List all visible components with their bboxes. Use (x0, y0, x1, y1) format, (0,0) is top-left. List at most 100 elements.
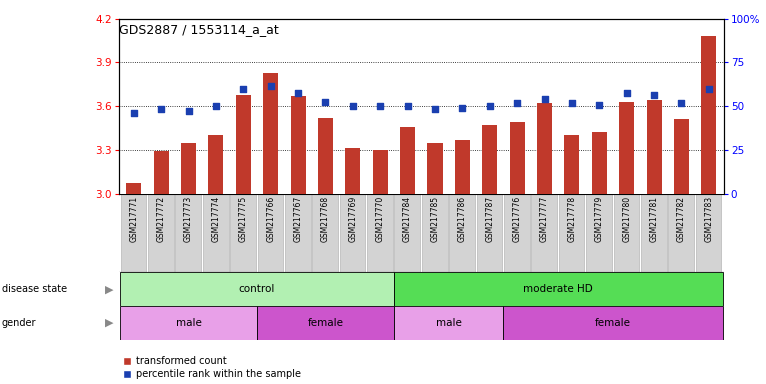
Bar (208, 135, 224, 194)
Text: female: female (595, 318, 631, 328)
Text: GSM217768: GSM217768 (321, 196, 330, 242)
Point (620, 90, 633, 96)
Text: GSM217771: GSM217771 (129, 196, 139, 242)
Text: GSM217779: GSM217779 (594, 196, 604, 242)
Bar (702, 36, 716, 194)
Text: GSM217783: GSM217783 (704, 196, 713, 242)
Bar (400, 127, 415, 194)
Legend: transformed count, percentile rank within the sample: transformed count, percentile rank withi… (123, 356, 301, 379)
Text: GSM217785: GSM217785 (430, 196, 440, 242)
Text: female: female (307, 318, 343, 328)
Text: GSM217778: GSM217778 (568, 196, 576, 242)
Text: gender: gender (2, 318, 36, 328)
Bar (236, 94, 250, 194)
Point (264, 83, 277, 89)
Point (457, 104, 469, 111)
Text: GSM217775: GSM217775 (239, 196, 248, 242)
Bar (394, 272, 722, 306)
Bar (148, 194, 174, 272)
Bar (339, 194, 365, 272)
Text: GDS2887 / 1553114_a_at: GDS2887 / 1553114_a_at (119, 23, 279, 36)
Bar (367, 194, 393, 272)
Bar (126, 183, 141, 194)
Bar (483, 125, 497, 194)
Text: GSM217772: GSM217772 (157, 196, 165, 242)
Bar (394, 306, 503, 340)
Bar (592, 132, 607, 194)
Text: ▶: ▶ (105, 284, 114, 294)
Bar (257, 194, 283, 272)
Text: male: male (436, 318, 462, 328)
Text: ▶: ▶ (105, 318, 114, 328)
Text: GSM217770: GSM217770 (376, 196, 385, 242)
Text: GSM217773: GSM217773 (184, 196, 193, 242)
Point (347, 103, 359, 109)
Bar (394, 194, 421, 272)
Point (155, 106, 167, 112)
Bar (619, 102, 634, 194)
Point (702, 86, 715, 92)
Bar (373, 150, 388, 194)
Bar (313, 194, 338, 272)
Bar (264, 73, 278, 194)
Point (566, 100, 578, 106)
Bar (318, 118, 333, 194)
Text: GSM217767: GSM217767 (293, 196, 303, 242)
Point (128, 110, 140, 116)
Bar (509, 122, 525, 194)
Point (182, 108, 195, 114)
Point (483, 103, 496, 109)
Bar (120, 272, 394, 306)
Text: GSM217776: GSM217776 (512, 196, 522, 242)
Bar (558, 194, 584, 272)
Point (210, 103, 222, 109)
Bar (674, 119, 689, 194)
Bar (668, 194, 694, 272)
Bar (586, 194, 612, 272)
Bar (647, 100, 662, 194)
Point (401, 103, 414, 109)
Text: disease state: disease state (2, 284, 67, 294)
Text: GSM217774: GSM217774 (211, 196, 221, 242)
Bar (121, 194, 146, 272)
Text: male: male (175, 318, 201, 328)
Bar (696, 194, 722, 272)
Text: GSM217786: GSM217786 (458, 196, 466, 242)
Text: moderate HD: moderate HD (523, 284, 593, 294)
Text: GSM217781: GSM217781 (650, 196, 659, 242)
Point (292, 90, 304, 96)
Text: GSM217782: GSM217782 (677, 196, 686, 242)
Bar (290, 96, 306, 194)
Bar (476, 194, 502, 272)
Bar (120, 306, 257, 340)
Bar (641, 194, 666, 272)
Bar (422, 194, 447, 272)
Point (374, 103, 386, 109)
Text: GSM217787: GSM217787 (485, 196, 494, 242)
Bar (455, 140, 470, 194)
Text: GSM217780: GSM217780 (622, 196, 631, 242)
Text: GSM217784: GSM217784 (403, 196, 412, 242)
Bar (449, 194, 475, 272)
Bar (345, 148, 360, 194)
Point (676, 100, 688, 106)
Bar (230, 194, 256, 272)
Bar (503, 306, 722, 340)
Bar (285, 194, 311, 272)
Point (237, 86, 250, 92)
Bar (537, 103, 552, 194)
Bar (181, 142, 196, 194)
Bar (427, 142, 443, 194)
Point (319, 99, 332, 105)
Point (593, 102, 605, 108)
Bar (257, 306, 394, 340)
Point (648, 91, 660, 98)
Bar (614, 194, 640, 272)
Text: GSM217777: GSM217777 (540, 196, 549, 242)
Text: GSM217766: GSM217766 (267, 196, 275, 242)
Point (538, 96, 551, 102)
Text: control: control (239, 284, 275, 294)
Point (511, 100, 523, 106)
Bar (203, 194, 228, 272)
Bar (154, 151, 169, 194)
